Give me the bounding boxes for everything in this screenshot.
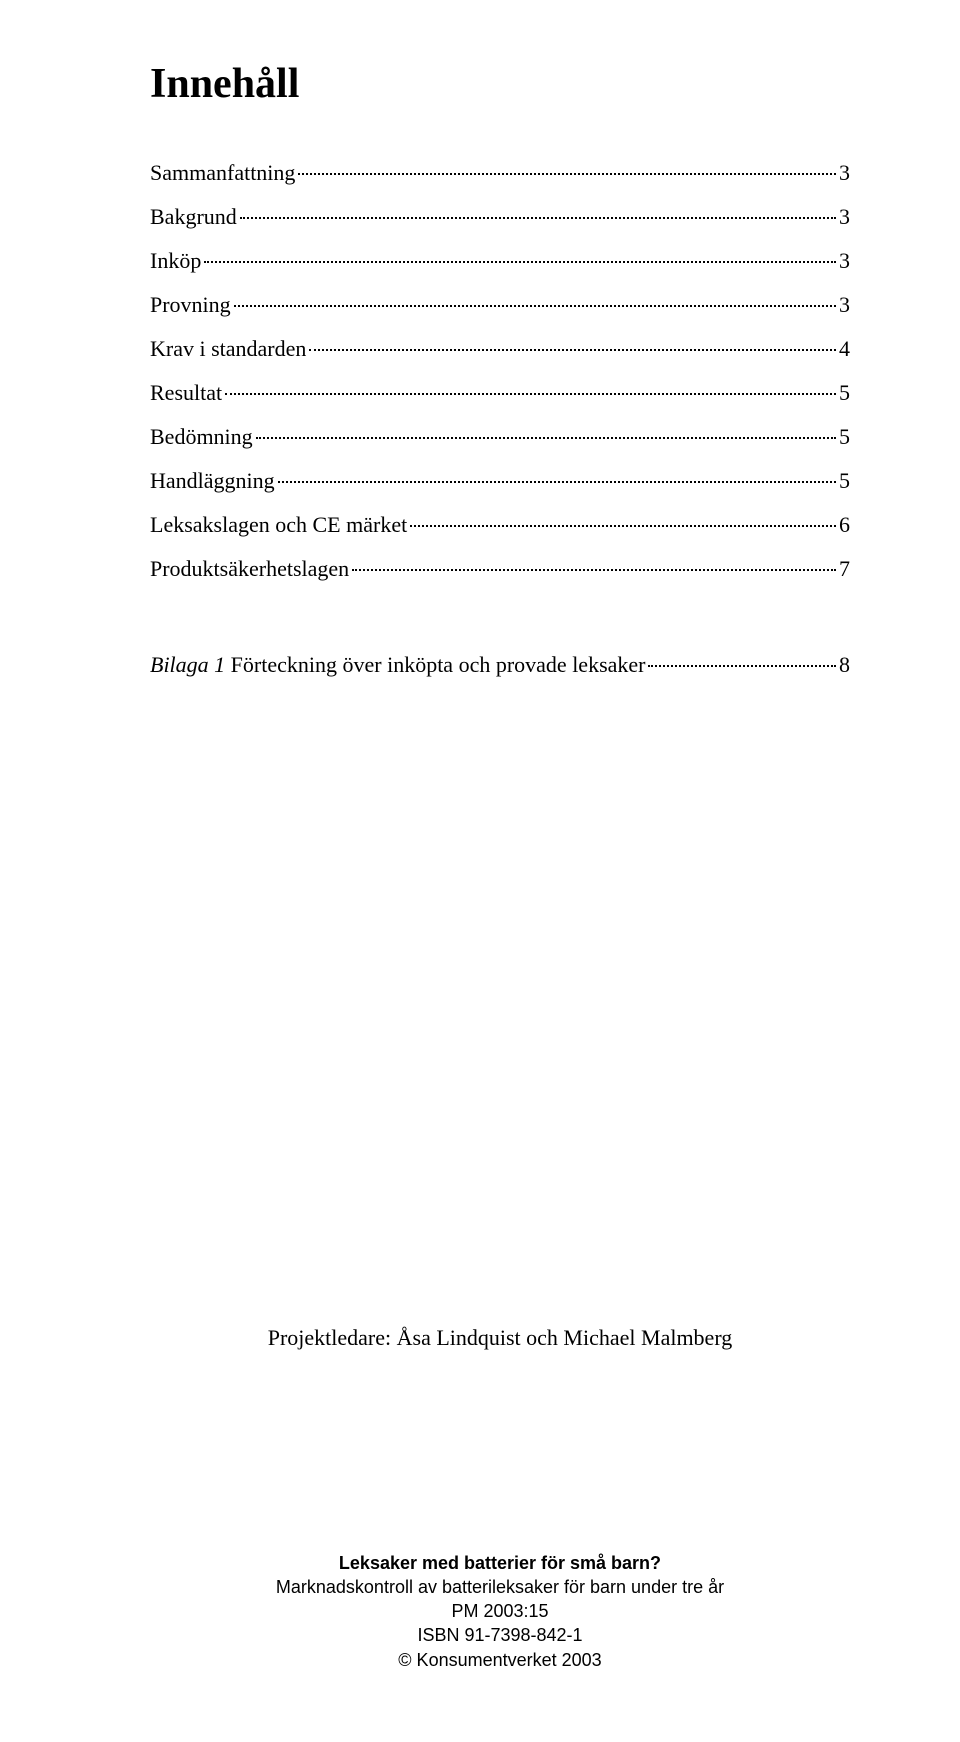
- toc-label: Krav i standarden: [150, 336, 306, 362]
- toc-leader: [204, 261, 836, 263]
- toc-leader: [225, 393, 836, 395]
- toc-row: Krav i standarden 4: [150, 336, 850, 362]
- toc-page: 6: [839, 512, 850, 538]
- footer-subtitle: Marknadskontroll av batterileksaker för …: [150, 1575, 850, 1599]
- toc-page: 8: [839, 652, 850, 678]
- toc-row: Leksakslagen och CE märket 6: [150, 512, 850, 538]
- footer-block: Leksaker med batterier för små barn? Mar…: [150, 1551, 850, 1672]
- footer-copyright: © Konsumentverket 2003: [150, 1648, 850, 1672]
- toc-leader: [298, 173, 836, 175]
- page-title: Innehåll: [150, 60, 850, 108]
- toc-appendix-rest: Förteckning över inköpta och provade lek…: [225, 652, 645, 677]
- toc-row: Inköp 3: [150, 248, 850, 274]
- footer-isbn: ISBN 91-7398-842-1: [150, 1623, 850, 1647]
- toc-label: Bedömning: [150, 424, 253, 450]
- toc-page: 3: [839, 292, 850, 318]
- toc-label: Resultat: [150, 380, 222, 406]
- toc-label: Handläggning: [150, 468, 275, 494]
- toc-appendix-label: Bilaga 1 Förteckning över inköpta och pr…: [150, 652, 645, 678]
- toc-leader: [352, 569, 836, 571]
- toc-page: 5: [839, 468, 850, 494]
- toc-leader: [309, 349, 836, 351]
- toc-leader: [240, 217, 836, 219]
- document-page: Innehåll Sammanfattning 3 Bakgrund 3 Ink…: [0, 0, 960, 1742]
- toc-row: Bedömning 5: [150, 424, 850, 450]
- toc-page: 3: [839, 248, 850, 274]
- toc-page: 5: [839, 424, 850, 450]
- toc-row: Provning 3: [150, 292, 850, 318]
- footer-pm: PM 2003:15: [150, 1599, 850, 1623]
- toc-leader: [234, 305, 836, 307]
- toc-label: Sammanfattning: [150, 160, 295, 186]
- footer-title: Leksaker med batterier för små barn?: [150, 1551, 850, 1575]
- toc-appendix-row: Bilaga 1 Förteckning över inköpta och pr…: [150, 652, 850, 678]
- toc-page: 5: [839, 380, 850, 406]
- toc-leader: [410, 525, 836, 527]
- toc-label: Leksakslagen och CE märket: [150, 512, 407, 538]
- toc-label: Inköp: [150, 248, 201, 274]
- toc-page: 7: [839, 556, 850, 582]
- toc-row: Resultat 5: [150, 380, 850, 406]
- toc-page: 3: [839, 160, 850, 186]
- vertical-spacer: [150, 678, 850, 1325]
- toc-page: 3: [839, 204, 850, 230]
- toc-row: Bakgrund 3: [150, 204, 850, 230]
- project-credits: Projektledare: Åsa Lindquist och Michael…: [150, 1325, 850, 1351]
- toc-row: Produktsäkerhetslagen 7: [150, 556, 850, 582]
- toc-label: Bakgrund: [150, 204, 237, 230]
- toc-leader: [278, 481, 836, 483]
- toc-label: Produktsäkerhetslagen: [150, 556, 349, 582]
- table-of-contents: Sammanfattning 3 Bakgrund 3 Inköp 3 Prov…: [150, 160, 850, 678]
- toc-row: Sammanfattning 3: [150, 160, 850, 186]
- toc-appendix-prefix: Bilaga 1: [150, 652, 225, 677]
- toc-page: 4: [839, 336, 850, 362]
- toc-label: Provning: [150, 292, 231, 318]
- toc-row: Handläggning 5: [150, 468, 850, 494]
- toc-leader: [648, 665, 836, 667]
- toc-gap: [150, 600, 850, 634]
- toc-leader: [256, 437, 836, 439]
